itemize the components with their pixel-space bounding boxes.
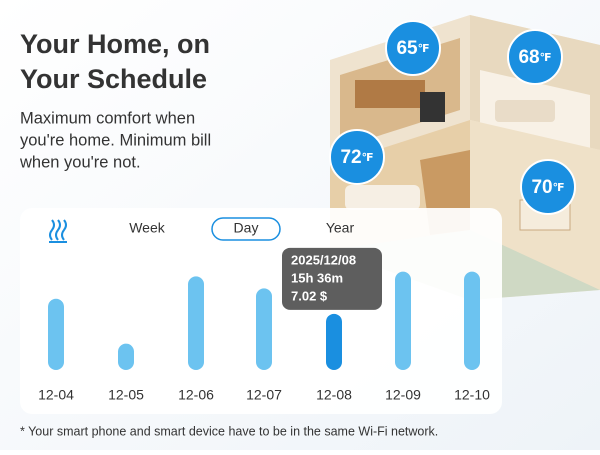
badge-circle (520, 159, 576, 215)
badge-value: 68 (518, 47, 539, 68)
badge-circle (507, 29, 563, 85)
tab-active[interactable] (211, 217, 281, 241)
badge-unit: ℉ (553, 182, 565, 194)
tab[interactable]: Year (326, 220, 355, 236)
badge-value: 65 (396, 38, 418, 59)
bar (256, 288, 272, 370)
badge-unit: ℉ (540, 52, 552, 64)
badge-circle (385, 20, 441, 76)
tab[interactable]: Week (129, 220, 166, 236)
x-tick-label: 12-07 (246, 387, 282, 403)
bar (464, 271, 480, 370)
footnote: * Your smart phone and smart device have… (20, 424, 438, 438)
tooltip-cost: 7.02 $ (291, 288, 328, 303)
badge-unit: ℉ (362, 152, 374, 164)
tooltip (282, 247, 382, 310)
badge-text: 65℉ (396, 38, 429, 59)
badge-text: 70℉ (531, 177, 564, 198)
subtitle-line: you're home. Minimum bill (20, 131, 211, 149)
bar (118, 343, 134, 370)
subtitle-line: Maximum comfort when (20, 109, 195, 127)
badge-text: 72℉ (340, 147, 373, 168)
heat-icon (49, 219, 67, 243)
bar (48, 298, 64, 370)
badge-value: 70 (531, 177, 552, 198)
badge-text: 68℉ (518, 47, 551, 68)
x-tick-label: 12-04 (38, 387, 74, 403)
title-line: Your Home, on (20, 29, 210, 59)
chart: Week Day Year 12-04 12-05 12-06 12-07 12-08 12-0… (38, 217, 490, 403)
x-tick-label: 12-05 (108, 387, 144, 403)
title-line: Your Schedule (20, 64, 207, 94)
tooltip-duration: 15h 36m (291, 270, 343, 285)
badge-circle (329, 129, 385, 185)
bar (188, 276, 204, 370)
subtitle-line: when you're not. (19, 153, 141, 171)
badge-value: 72 (340, 147, 361, 168)
tooltip-date: 2025/12/08 (291, 252, 356, 267)
x-tick-label: 12-10 (454, 387, 490, 403)
tab[interactable]: Day (234, 220, 259, 236)
x-tick-label: 12-09 (385, 387, 421, 403)
x-tick-label: 12-06 (178, 387, 214, 403)
bar (326, 313, 342, 370)
temperature-badges: 65℉ 68℉72℉70℉ (329, 20, 576, 215)
x-tick-label: 12-08 (316, 387, 352, 403)
badge-unit: ℉ (418, 43, 430, 55)
bar (395, 271, 411, 370)
